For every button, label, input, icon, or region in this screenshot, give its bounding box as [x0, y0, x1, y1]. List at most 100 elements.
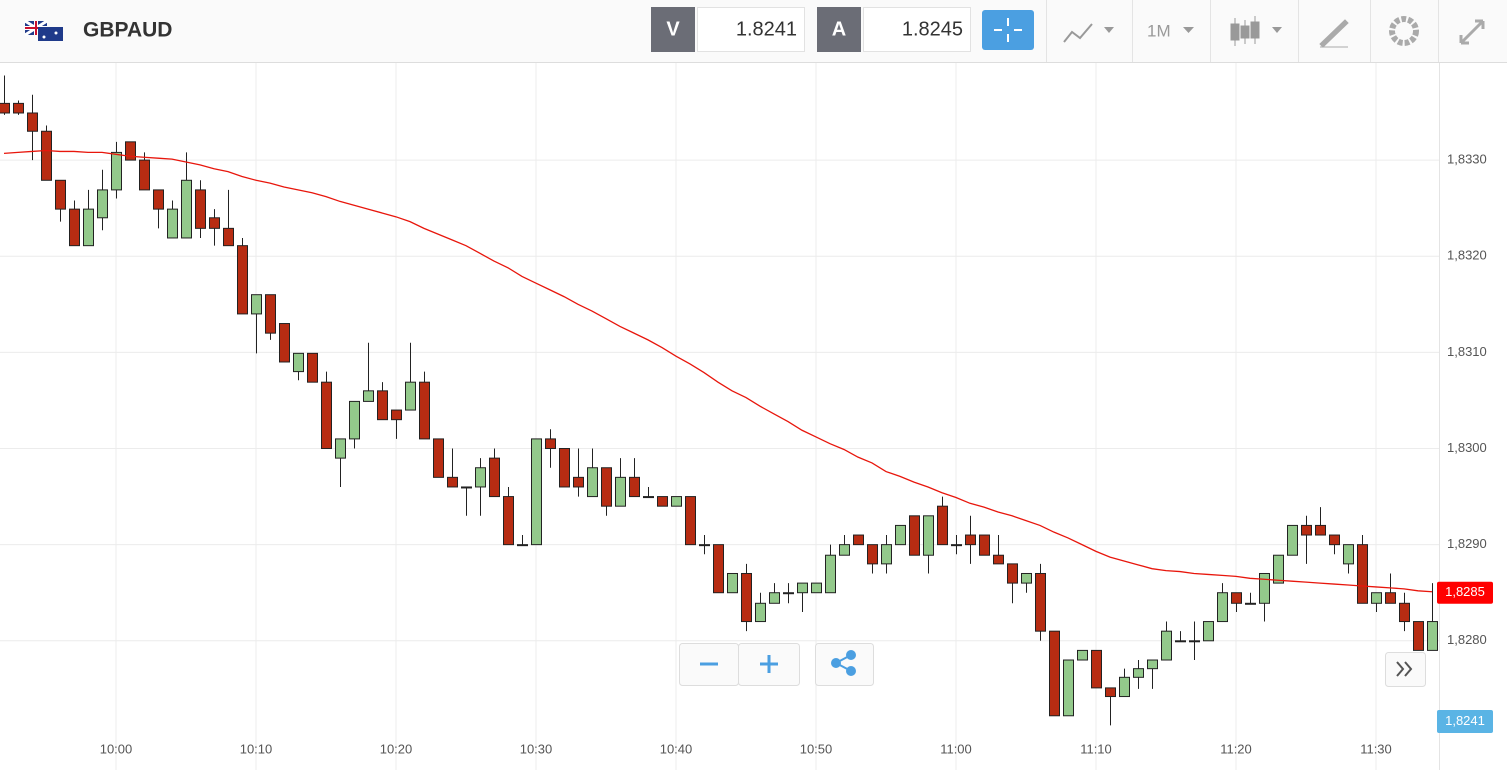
candle-body — [1301, 524, 1312, 536]
candle-body — [825, 554, 836, 594]
candle-body — [27, 112, 38, 132]
candle-body — [293, 352, 304, 373]
candle-body — [265, 294, 276, 334]
candle-body — [685, 496, 696, 546]
x-tick-label: 10:40 — [660, 741, 693, 756]
candle-body — [69, 208, 80, 247]
buy-price-box[interactable] — [863, 7, 971, 52]
candle-body — [909, 515, 920, 556]
zoom-controls — [679, 643, 1426, 687]
candle-body — [167, 208, 178, 239]
y-tick-label: 1,8310 — [1447, 344, 1487, 359]
candle-body — [237, 245, 248, 315]
crosshair-button[interactable] — [982, 10, 1034, 50]
candle-body — [41, 130, 52, 181]
candle-body — [657, 496, 668, 507]
candle-body — [811, 582, 822, 594]
candle-body — [363, 390, 374, 402]
candle-body — [531, 438, 542, 546]
candle-body — [1287, 524, 1298, 556]
buy-button[interactable] — [817, 7, 861, 52]
candle-body — [629, 476, 640, 498]
candle-body — [559, 448, 570, 488]
sell-price-box[interactable] — [697, 7, 805, 52]
candle-body — [489, 457, 500, 498]
candle-body — [937, 505, 948, 546]
candle-body — [1175, 640, 1186, 643]
candle-body — [1245, 602, 1256, 605]
timeframe-arrow — [1183, 27, 1194, 33]
scroll-right-button[interactable] — [1385, 652, 1426, 687]
x-tick-label: 11:30 — [1360, 741, 1392, 756]
candle-body — [55, 179, 66, 210]
candle-body — [1231, 592, 1242, 604]
candle-body — [517, 544, 528, 547]
plot-area: 1,8330 1,8320 1,8310 1,8300 1,8290 1,8280 10:0… — [0, 63, 1487, 770]
share-button[interactable] — [815, 643, 874, 686]
candle-body — [1343, 544, 1354, 565]
candle-body — [1357, 544, 1368, 604]
candle-body — [503, 496, 514, 546]
candle-body — [1385, 592, 1396, 604]
candle-body — [1049, 630, 1060, 717]
candle-body — [251, 294, 262, 315]
candle-body — [209, 217, 220, 229]
candle-body — [1021, 572, 1032, 584]
symbol: GBPAUD — [83, 19, 172, 42]
candle-body — [1063, 659, 1074, 717]
candle-body — [839, 544, 850, 556]
candle-body — [1315, 524, 1326, 536]
x-tick-label: 11:20 — [1220, 741, 1252, 756]
candle-body — [769, 592, 780, 604]
candle-body — [1161, 630, 1172, 661]
candle-body — [111, 151, 122, 191]
plus-icon — [760, 655, 778, 673]
candle-body — [573, 476, 584, 488]
fullscreen-button[interactable] — [1459, 19, 1485, 45]
x-tick-label: 10:50 — [800, 741, 833, 756]
candle-body — [1105, 687, 1116, 698]
candle-body — [1203, 621, 1214, 642]
y-tick-label: 1,8320 — [1447, 248, 1487, 263]
drawing-tool[interactable] — [1319, 19, 1349, 48]
share-icon — [831, 650, 856, 676]
y-tick-label: 1,8290 — [1447, 536, 1487, 551]
timeframe[interactable]: 1M — [1147, 21, 1171, 40]
candle-body — [223, 227, 234, 247]
candle-body — [615, 476, 626, 507]
candle-body — [433, 438, 444, 478]
candle-body — [335, 438, 346, 459]
candle-body — [1119, 676, 1130, 698]
candle-body — [1077, 649, 1088, 661]
chart-type-button[interactable] — [1063, 23, 1114, 43]
candle-type-button[interactable] — [1230, 16, 1282, 46]
sell-button[interactable] — [651, 7, 695, 52]
candle-body — [321, 381, 332, 450]
candle-body — [13, 102, 24, 114]
candle-body — [643, 496, 654, 499]
candle-body — [993, 554, 1004, 565]
candle-body — [1035, 572, 1046, 632]
candle-body — [881, 544, 892, 565]
candle-body — [1133, 668, 1144, 678]
candle-body — [1399, 602, 1410, 623]
x-tick-label: 10:00 — [100, 741, 133, 756]
candle-body — [139, 159, 150, 191]
x-tick-label: 11:00 — [940, 741, 972, 756]
moving-average — [3, 149, 1433, 593]
buy-price: 1.8245 — [902, 18, 963, 40]
candle-body — [1007, 563, 1018, 584]
candle-body — [1273, 554, 1284, 584]
candle-body — [965, 534, 976, 546]
candle-body — [1189, 640, 1200, 643]
price-marker — [1437, 581, 1493, 604]
price-marker-label: 1,8285 — [1445, 584, 1485, 599]
candle-body — [699, 544, 710, 547]
candle-body — [1091, 649, 1102, 689]
candle-body — [1371, 592, 1382, 604]
settings-button[interactable] — [1389, 16, 1419, 46]
candle-body — [951, 544, 962, 547]
y-tick-label: 1,8280 — [1447, 632, 1487, 647]
flag — [24, 19, 63, 41]
candle-body — [923, 515, 934, 556]
